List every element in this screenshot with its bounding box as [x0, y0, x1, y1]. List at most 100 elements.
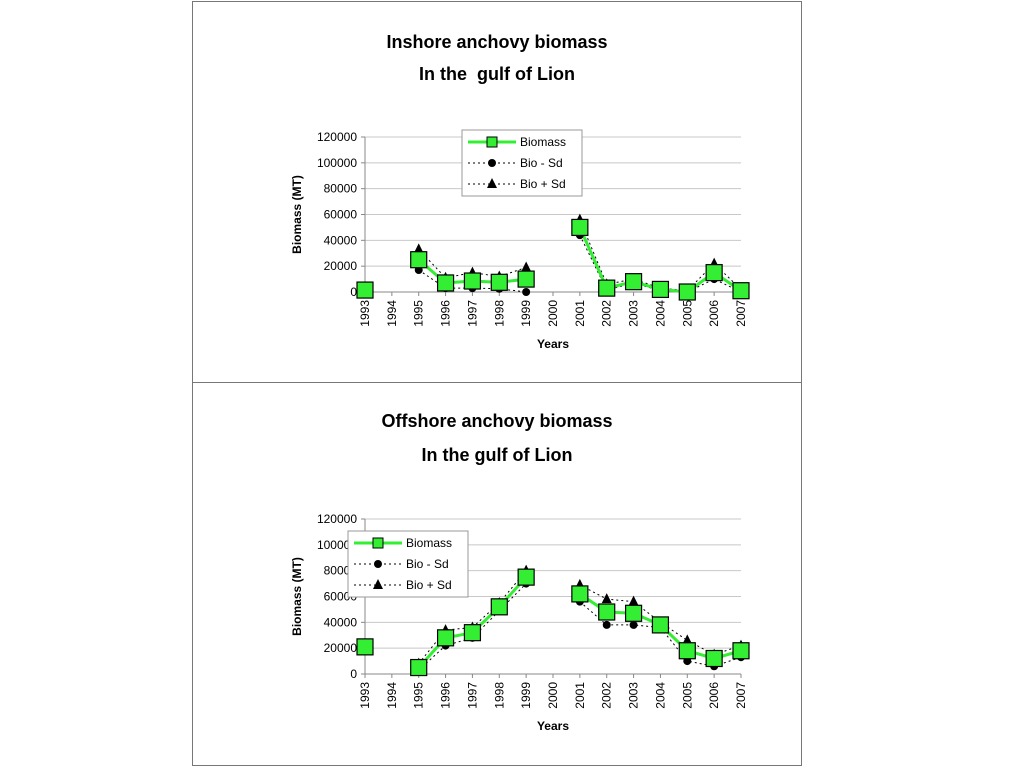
series-line-circle — [418, 269, 527, 293]
x-tick-label: 1995 — [412, 300, 426, 327]
x-tick-label: 2000 — [546, 300, 560, 327]
biomass-point — [732, 642, 750, 660]
x-tick-label: 1996 — [439, 682, 453, 709]
x-tick-label: 1993 — [358, 300, 372, 327]
chart-subtitle: In the gulf of Lion — [421, 445, 573, 465]
bio-plus-sd-point — [628, 595, 639, 606]
legend-marker — [373, 579, 383, 589]
biomass-point — [410, 658, 428, 677]
y-tick-label: 40000 — [324, 233, 358, 247]
x-tick-label: 1994 — [385, 682, 399, 709]
chart-title: Inshore anchovy biomass — [386, 32, 608, 52]
legend-label: Bio - Sd — [406, 557, 449, 571]
y-tick-label: 0 — [350, 667, 357, 681]
biomass-point — [436, 274, 455, 292]
x-tick-label: 2006 — [707, 682, 721, 709]
series-line-triangle — [418, 570, 527, 664]
x-tick-label: 1995 — [412, 682, 426, 709]
chart-subtitle: In the gulf of Lion — [419, 64, 575, 84]
y-tick-label: 0 — [350, 285, 357, 299]
biomass-point — [598, 603, 616, 621]
legend-label: Bio + Sd — [406, 578, 452, 592]
biomass-point — [571, 585, 589, 603]
x-tick-label: 1998 — [492, 682, 506, 709]
y-tick-label: 80000 — [324, 182, 358, 196]
bio-minus-sd-point — [602, 620, 611, 629]
y-tick-label: 40000 — [324, 615, 358, 629]
legend-marker — [374, 560, 382, 568]
legend-label: Bio - Sd — [520, 156, 563, 170]
biomass-point — [598, 279, 616, 297]
x-tick-label: 2005 — [680, 300, 694, 327]
x-tick-label: 1999 — [519, 300, 533, 327]
biomass-point — [651, 280, 670, 299]
y-tick-label: 60000 — [324, 208, 358, 222]
x-tick-label: 2000 — [546, 682, 560, 709]
legend-marker — [486, 136, 498, 148]
x-tick-label: 2004 — [653, 682, 667, 709]
bio-plus-sd-point — [521, 261, 532, 272]
legend-marker — [488, 159, 496, 167]
biomass-point — [517, 568, 535, 586]
legend-label: Bio + Sd — [520, 177, 566, 191]
x-tick-label: 2001 — [573, 300, 587, 327]
bio-plus-sd-point — [601, 593, 612, 604]
chart-title: Offshore anchovy biomass — [381, 411, 613, 431]
biomass-point — [410, 251, 428, 269]
x-tick-label: 1993 — [358, 682, 372, 709]
legend-label: Biomass — [406, 536, 452, 550]
y-tick-label: 100000 — [317, 156, 357, 170]
biomass-point — [732, 282, 750, 300]
biomass-point — [678, 642, 696, 660]
x-tick-label: 1999 — [519, 682, 533, 709]
y-tick-label: 20000 — [324, 259, 358, 273]
x-tick-label: 2002 — [600, 300, 614, 327]
x-tick-label: 1998 — [492, 300, 506, 327]
offshore-chart-panel: Offshore anchovy biomass In the gulf of … — [192, 382, 802, 766]
biomass-point — [571, 218, 589, 237]
bio-minus-sd-point — [522, 288, 531, 296]
y-tick-label: 120000 — [317, 130, 357, 144]
biomass-point — [463, 624, 482, 642]
y-axis-title: Biomass (MT) — [290, 557, 304, 636]
biomass-point — [624, 604, 643, 622]
biomass-point — [678, 283, 696, 301]
x-tick-label: 2005 — [680, 682, 694, 709]
y-tick-label: 100000 — [317, 538, 357, 552]
biomass-point — [490, 273, 508, 291]
x-tick-label: 2003 — [627, 682, 641, 709]
bio-minus-sd-point — [629, 620, 638, 629]
biomass-point — [624, 273, 643, 291]
biomass-point — [517, 270, 535, 288]
legend-marker — [487, 178, 497, 188]
bio-plus-sd-point — [682, 634, 693, 645]
series-line-circle — [418, 583, 527, 671]
inshore-chart-plot: 0 20000 40000 60000 80000 100000 120000 1993 199… — [290, 129, 750, 351]
x-tick-label: 1997 — [465, 682, 479, 709]
biomass-point — [705, 649, 723, 668]
x-tick-label: 2002 — [600, 682, 614, 709]
x-tick-label: 1996 — [439, 300, 453, 327]
biomass-point — [436, 629, 455, 647]
x-tick-label: 1997 — [465, 300, 479, 327]
x-tick-label: 2007 — [734, 682, 748, 709]
x-tick-label: 2007 — [734, 300, 748, 327]
y-tick-label: 120000 — [317, 512, 357, 526]
x-tick-label: 2006 — [707, 300, 721, 327]
legend-label: Biomass — [520, 135, 566, 149]
biomass-point — [356, 281, 374, 299]
biomass-point — [705, 264, 723, 282]
x-axis-title: Years — [537, 719, 569, 733]
x-tick-label: 2004 — [653, 300, 667, 327]
y-tick-label: 20000 — [324, 641, 358, 655]
x-tick-label: 2001 — [573, 682, 587, 709]
biomass-point — [356, 638, 374, 656]
biomass-point — [490, 598, 508, 616]
bio-plus-sd-point — [413, 243, 424, 254]
y-axis-title: Biomass (MT) — [290, 175, 304, 254]
biomass-point — [463, 272, 482, 290]
legend-marker — [372, 537, 384, 549]
inshore-chart-panel: Inshore anchovy biomass In the gulf of L… — [192, 1, 802, 383]
x-axis-title: Years — [537, 337, 569, 351]
